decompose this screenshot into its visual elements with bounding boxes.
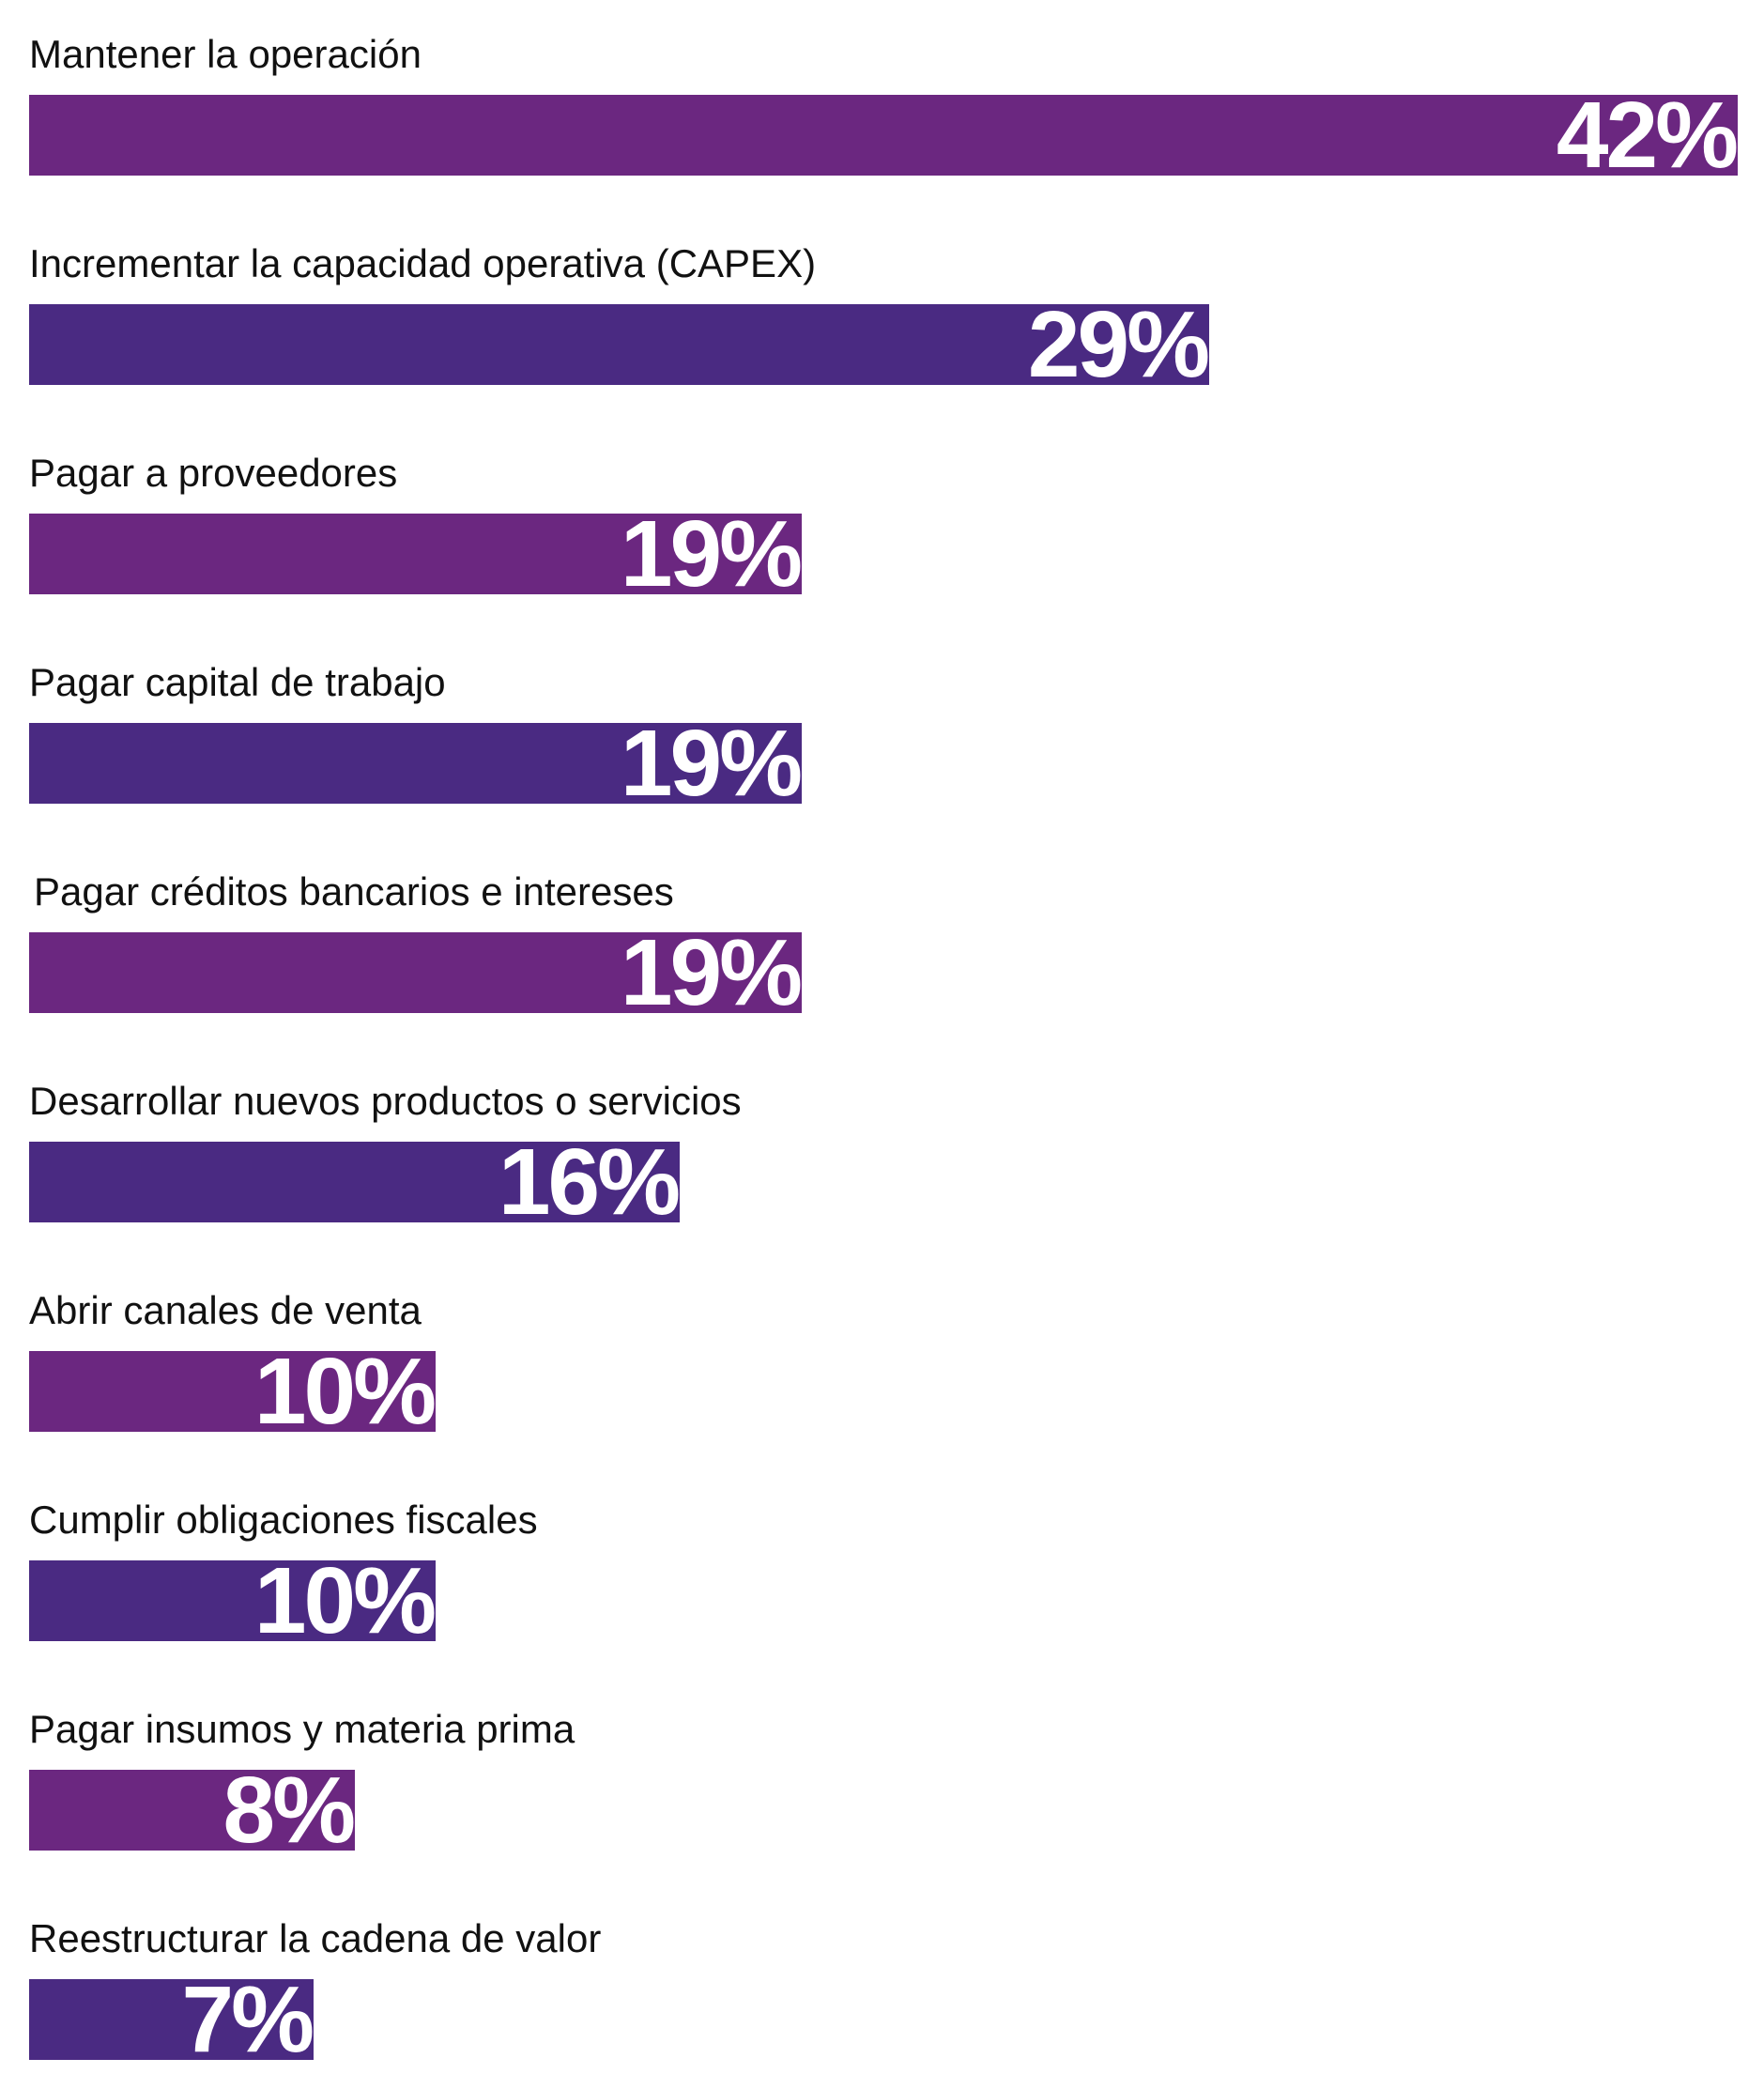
bar-row: Abrir canales de venta 10% [29,1283,1738,1461]
bar-row: Desarrollar nuevos productos o servicios… [29,1073,1738,1252]
bar-row: Pagar capital de trabajo 19% [29,654,1738,833]
category-label: Abrir canales de venta [29,1288,422,1332]
value-label: 16% [498,1129,681,1235]
value-label: 19% [620,711,803,816]
category-label: Reestructurar la cadena de valor [29,1916,602,1960]
bar-row: Reestructurar la cadena de valor 7% [29,1911,1738,2089]
bar: 7% [29,1973,314,2066]
value-label: 10% [253,1548,437,1653]
bar: 29% [29,298,1210,392]
category-label: Desarrollar nuevos productos o servicios [29,1079,742,1123]
value-label: 29% [1027,292,1210,397]
category-label: Pagar créditos bancarios e intereses [34,869,674,914]
bar: 19% [29,926,803,1020]
bar-row: Pagar insumos y materia prima 8% [29,1701,1738,1880]
bar: 42% [29,88,1739,182]
value-label: 19% [620,920,803,1025]
bar: 19% [29,716,803,810]
bar: 10% [29,1344,437,1438]
bar-row: Pagar a proveedores 19% [29,445,1738,623]
value-label: 7% [181,1967,314,2072]
category-label: Cumplir obligaciones fiscales [29,1498,538,1542]
bar: 8% [29,1763,356,1857]
bar-row: Mantener la operación 42% [29,26,1739,205]
category-label: Pagar a proveedores [29,451,398,495]
bar-row: Pagar créditos bancarios e intereses 19% [29,864,1738,1042]
bar: 16% [29,1135,681,1229]
bar: 19% [29,507,803,601]
category-label: Pagar insumos y materia prima [29,1707,575,1751]
value-label: 19% [620,501,803,607]
value-label: 10% [253,1339,437,1444]
value-label: 42% [1556,83,1739,188]
category-label: Incrementar la capacidad operativa (CAPE… [29,241,817,285]
bar-row: Incrementar la capacidad operativa (CAPE… [29,236,1738,414]
category-label: Pagar capital de trabajo [29,660,446,704]
value-label: 8% [222,1758,356,1863]
category-label: Mantener la operación [29,32,422,76]
bar: 10% [29,1554,437,1648]
bar-row: Cumplir obligaciones fiscales 10% [29,1492,1738,1670]
